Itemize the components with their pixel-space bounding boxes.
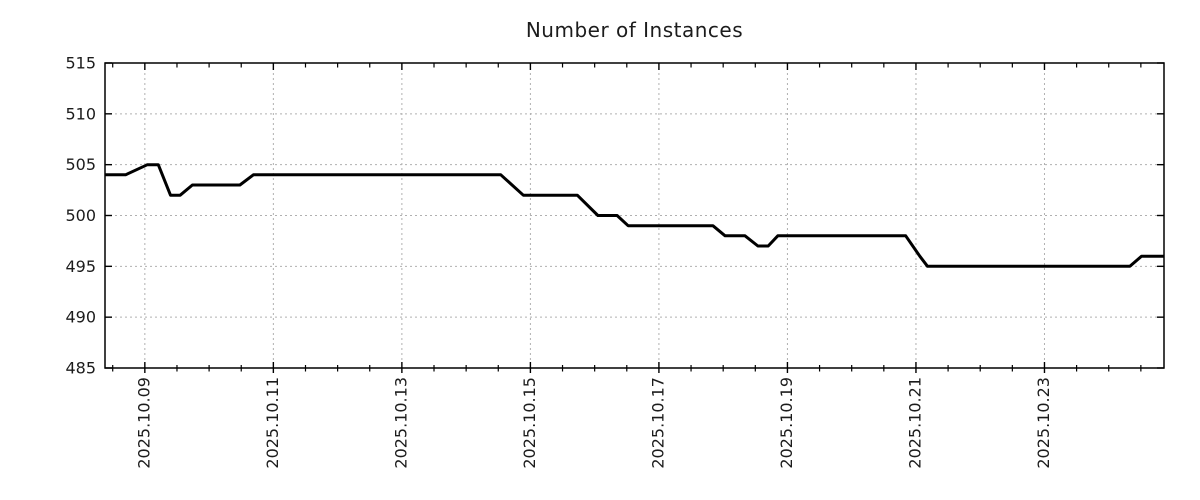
y-tick-label: 490	[65, 308, 96, 327]
y-tick-label: 515	[65, 54, 96, 73]
series-line-instances	[105, 163, 1164, 268]
x-tick-label: 2025.10.23	[1034, 377, 1053, 469]
y-tick-label: 495	[65, 257, 96, 276]
y-tick-label: 500	[65, 206, 96, 225]
y-tick-label: 485	[65, 359, 96, 378]
x-tick-label: 2025.10.15	[520, 377, 539, 469]
plot-border	[104, 62, 1165, 369]
x-tick-label: 2025.10.19	[777, 377, 796, 469]
x-tick-label: 2025.10.09	[134, 377, 153, 469]
chart-title: Number of Instances	[525, 18, 744, 42]
x-tick-label: 2025.10.13	[391, 377, 410, 469]
x-tick-label: 2025.10.17	[648, 377, 667, 469]
y-tick-label: 505	[65, 155, 96, 174]
y-tick-label: 510	[65, 104, 96, 123]
x-tick-label: 2025.10.11	[263, 377, 282, 469]
x-tick-label: 2025.10.21	[905, 377, 924, 469]
